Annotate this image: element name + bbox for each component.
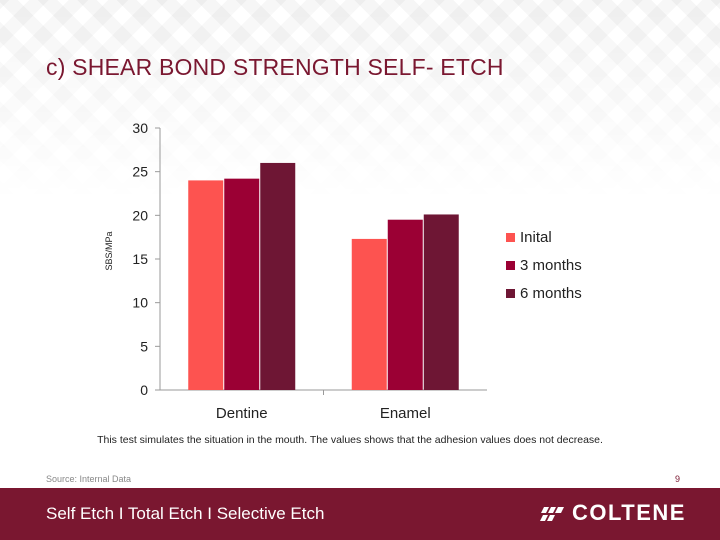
y-tick-label: 30 [132, 120, 148, 136]
y-tick-label: 10 [132, 295, 148, 311]
chart-legend: Inital 3 months 6 months [506, 229, 582, 302]
chart-axes: 0 5 10 15 20 25 30 SBS/MPa Dentine Enamel [104, 120, 487, 422]
bar-enamel-3-months [387, 219, 423, 390]
bar-chart: 0 5 10 15 20 25 30 SBS/MPa Dentine Enamel Inital 3… [104, 120, 582, 422]
footer-tagline: Self Etch I Total Etch I Selective Etch [46, 504, 325, 523]
background-pattern [0, 0, 720, 200]
coltene-logo: COLTENE [540, 500, 686, 525]
legend-label: 3 months [520, 257, 582, 274]
chart-bars [188, 162, 459, 390]
y-tick-label: 20 [132, 207, 148, 223]
footnote-text: This test simulates the situation in the… [97, 434, 603, 446]
legend-label: 6 months [520, 285, 582, 302]
source-label: Source: Internal Data [46, 474, 132, 484]
y-tick-label: 5 [140, 338, 148, 354]
slide-title: c) SHEAR BOND STRENGTH SELF- ETCH [46, 54, 504, 80]
bar-dentine-inital [188, 180, 224, 390]
bar-dentine-6-months [260, 162, 296, 390]
logo-mark-icon [540, 507, 564, 521]
bar-enamel-inital [351, 238, 387, 390]
legend-swatch [506, 289, 515, 298]
y-tick-label: 0 [140, 382, 148, 398]
footer-bar: Self Etch I Total Etch I Selective Etch … [0, 488, 720, 540]
y-tick-label: 15 [132, 251, 148, 267]
y-tick-label: 25 [132, 164, 148, 180]
bar-dentine-3-months [224, 178, 260, 390]
bar-enamel-6-months [423, 214, 459, 390]
x-category-label: Enamel [380, 405, 431, 422]
y-axis-label: SBS/MPa [104, 231, 114, 270]
page-number: 9 [674, 474, 680, 484]
legend-swatch [506, 233, 515, 242]
logo-text: COLTENE [572, 500, 686, 525]
x-category-label: Dentine [216, 405, 268, 422]
legend-swatch [506, 261, 515, 270]
legend-label: Inital [520, 229, 552, 246]
